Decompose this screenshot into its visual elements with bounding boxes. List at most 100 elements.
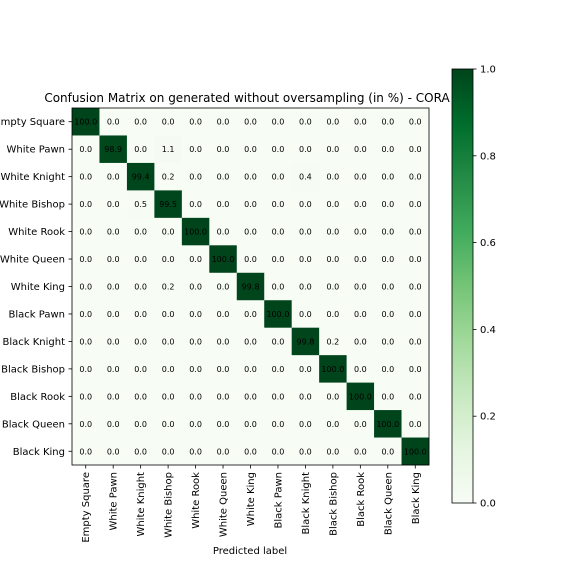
y-tick-label: White Rook <box>8 227 65 238</box>
x-tick-label: Empty Square <box>81 472 92 543</box>
cell-value-label: 0.0 <box>217 228 230 237</box>
cell-value-label: 0.0 <box>244 255 257 264</box>
cell-value-label: 0.0 <box>189 173 202 182</box>
cell-value-label: 0.0 <box>272 145 285 154</box>
cell-value-label: 100.0 <box>404 447 427 456</box>
cell-value-label: 0.0 <box>134 310 147 319</box>
cell-value-label: 0.0 <box>107 447 120 456</box>
x-tick-label: White Bishop <box>164 472 175 538</box>
cell-value-label: 0.5 <box>134 200 147 209</box>
cell-value-label: 0.0 <box>272 337 285 346</box>
cell-value-label: 0.0 <box>79 392 92 401</box>
cell-value-label: 0.0 <box>381 392 394 401</box>
cell-value-label: 0.0 <box>272 392 285 401</box>
cell-value-label: 0.0 <box>189 365 202 374</box>
cell-value-label: 0.0 <box>299 310 312 319</box>
cell-value-label: 0.0 <box>107 310 120 319</box>
x-tick-label: White King <box>246 472 257 526</box>
y-tick-labels: Empty Square White Pawn White Knight White … <box>0 117 72 458</box>
cell-value-label: 0.0 <box>79 173 92 182</box>
cell-value-label: 0.0 <box>409 337 422 346</box>
cell-value-label: 0.0 <box>189 118 202 127</box>
cell-value-label: 0.0 <box>79 310 92 319</box>
cell-value-label: 0.0 <box>354 365 367 374</box>
cell-value-label: 0.0 <box>107 173 120 182</box>
cell-value-label: 0.0 <box>409 365 422 374</box>
cell-value-label: 0.0 <box>134 365 147 374</box>
cell-value-label: 0.2 <box>162 283 175 292</box>
cell-value-label: 0.0 <box>162 365 175 374</box>
cell-value-label: 0.0 <box>79 447 92 456</box>
cell-value-label: 0.0 <box>244 145 257 154</box>
cell-value-label: 0.0 <box>217 200 230 209</box>
cell-value-label: 0.0 <box>189 283 202 292</box>
cell-value-label: 0.0 <box>354 118 367 127</box>
cell-value-label: 99.4 <box>132 173 150 182</box>
cell-value-label: 0.0 <box>217 118 230 127</box>
cell-value-label: 0.0 <box>327 420 340 429</box>
cell-value-label: 0.0 <box>162 310 175 319</box>
cell-value-label: 0.0 <box>409 173 422 182</box>
cell-value-label: 0.0 <box>244 365 257 374</box>
cell-value-label: 0.0 <box>79 420 92 429</box>
cell-value-label: 0.0 <box>327 283 340 292</box>
cell-value-label: 0.0 <box>272 173 285 182</box>
cell-value-label: 0.0 <box>162 420 175 429</box>
y-tick-label: Black Bishop <box>1 364 65 375</box>
cell-value-label: 0.0 <box>272 118 285 127</box>
cell-value-label: 0.0 <box>299 392 312 401</box>
cell-value-label: 0.0 <box>354 228 367 237</box>
cell-value-label: 0.0 <box>79 255 92 264</box>
cell-value-label: 0.0 <box>299 255 312 264</box>
cell-value-label: 0.0 <box>299 283 312 292</box>
colorbar-tick-label: 0.2 <box>480 412 496 423</box>
cell-value-label: 0.0 <box>327 228 340 237</box>
cell-value-label: 100.0 <box>212 255 235 264</box>
cell-value-label: 0.0 <box>79 365 92 374</box>
cell-value-label: 0.0 <box>299 145 312 154</box>
cell-value-label: 0.0 <box>217 337 230 346</box>
cell-value-label: 0.0 <box>162 255 175 264</box>
cell-value-label: 0.0 <box>162 392 175 401</box>
cell-value-label: 0.0 <box>354 420 367 429</box>
cell-value-label: 0.0 <box>134 337 147 346</box>
cell-value-label: 0.0 <box>217 447 230 456</box>
y-tick-label: Black Queen <box>2 419 65 430</box>
cell-value-label: 0.0 <box>134 228 147 237</box>
cell-value-label: 0.0 <box>272 447 285 456</box>
cell-value-label: 0.0 <box>79 337 92 346</box>
cell-value-label: 0.0 <box>381 173 394 182</box>
cell-value-label: 0.0 <box>409 255 422 264</box>
cell-value-label: 0.0 <box>354 200 367 209</box>
cell-value-label: 100.0 <box>321 365 344 374</box>
cell-value-label: 0.0 <box>162 118 175 127</box>
y-tick-label: Black Rook <box>10 392 65 403</box>
matrix: 100.0 0.0 0.0 0.0 0.0 0.0 0.0 0.0 0.0 0.0 0.0 0.0 0.… <box>72 108 429 465</box>
cell-value-label: 0.0 <box>354 173 367 182</box>
cell-value-label: 0.0 <box>327 200 340 209</box>
y-tick-label: Black King <box>13 447 65 458</box>
x-tick-label: Black King <box>411 472 422 524</box>
cell-value-label: 0.0 <box>189 200 202 209</box>
x-tick-label: Black Queen <box>383 472 394 535</box>
x-tick-label: White Knight <box>136 472 147 537</box>
cell-value-label: 0.0 <box>409 420 422 429</box>
cell-value-label: 0.0 <box>107 365 120 374</box>
cell-value-label: 0.0 <box>299 228 312 237</box>
cell-value-label: 0.0 <box>354 283 367 292</box>
cell-value-label: 0.0 <box>409 283 422 292</box>
cell-value-label: 0.2 <box>162 173 175 182</box>
cell-value-label: 0.0 <box>134 447 147 456</box>
cell-value-label: 0.0 <box>244 173 257 182</box>
cell-value-label: 0.0 <box>381 200 394 209</box>
cell-value-label: 0.0 <box>107 200 120 209</box>
x-tick-label: Black Pawn <box>273 472 284 528</box>
cell-value-label: 0.0 <box>79 145 92 154</box>
cell-value-label: 0.0 <box>79 283 92 292</box>
cell-value-label: 0.4 <box>299 173 312 182</box>
cell-value-label: 0.0 <box>107 118 120 127</box>
cell-value-label: 100.0 <box>74 118 97 127</box>
cell-value-label: 0.0 <box>244 228 257 237</box>
cell-value-label: 0.0 <box>217 283 230 292</box>
cell-value-label: 0.0 <box>107 228 120 237</box>
